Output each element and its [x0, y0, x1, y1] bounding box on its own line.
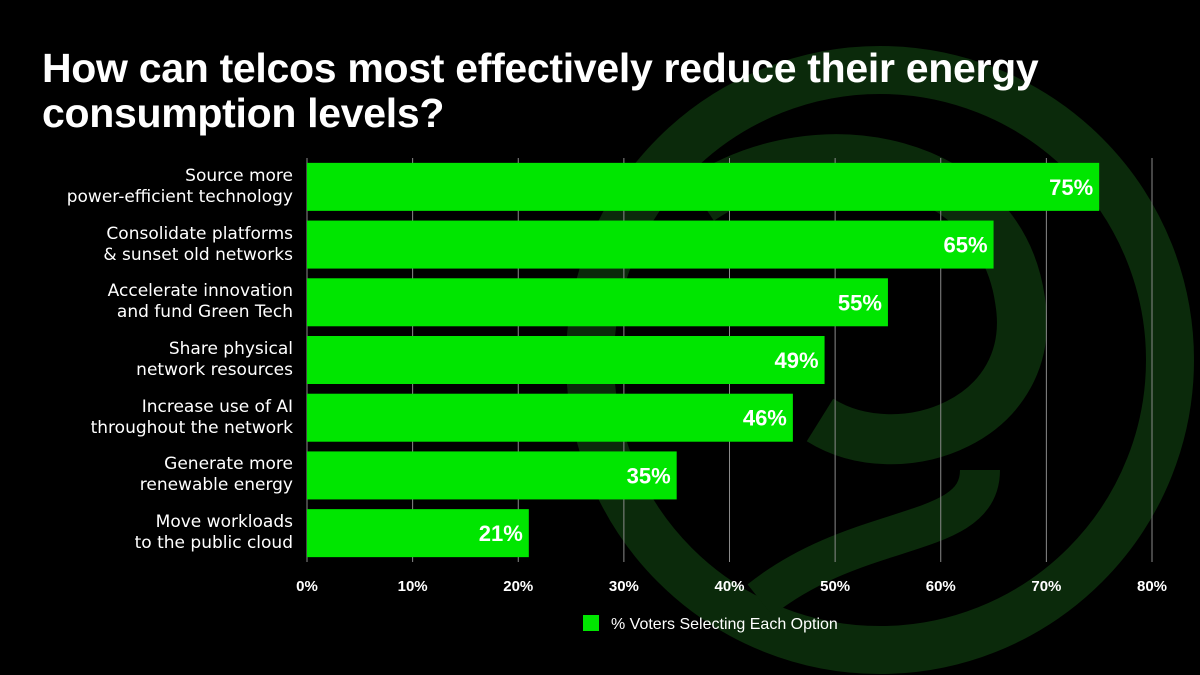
x-tick-label: 20% — [503, 578, 533, 595]
y-tick-label: Generate more renewable energy — [139, 454, 293, 496]
data-label: 55% — [838, 290, 882, 315]
legend-swatch — [583, 615, 599, 631]
x-tick-label: 0% — [296, 578, 318, 595]
x-tick-label: 80% — [1137, 578, 1167, 595]
y-tick-label: Move workloads to the public cloud — [134, 512, 293, 554]
bar — [307, 509, 529, 558]
data-label: 46% — [743, 406, 787, 431]
data-label: 35% — [627, 463, 671, 488]
bar — [307, 393, 793, 442]
data-label: 65% — [944, 233, 988, 258]
y-tick-label: Accelerate innovation and fund Green Tec… — [107, 281, 293, 323]
y-tick-label: Source more power-efficient technology — [66, 165, 293, 207]
y-tick-label: Increase use of AI throughout the networ… — [90, 396, 293, 438]
bar — [307, 278, 888, 327]
bar — [307, 220, 994, 269]
data-label: 49% — [775, 348, 819, 373]
y-tick-label: Share physical network resources — [136, 339, 293, 380]
bar — [307, 451, 677, 500]
y-tick-label: Consolidate platforms & sunset old netwo… — [103, 223, 293, 265]
bar — [307, 336, 825, 384]
x-tick-label: 30% — [609, 578, 639, 595]
chart-title: How can telcos most effectively reduce t… — [42, 45, 1039, 136]
data-label: 75% — [1049, 175, 1093, 200]
x-tick-label: 60% — [926, 578, 956, 595]
x-tick-label: 50% — [820, 578, 850, 595]
x-tick-label: 70% — [1031, 578, 1061, 595]
x-tick-label: 40% — [714, 578, 744, 595]
bar — [307, 162, 1100, 211]
x-tick-label: 10% — [398, 578, 428, 595]
data-label: 21% — [479, 521, 523, 546]
legend-label: % Voters Selecting Each Option — [611, 616, 838, 633]
